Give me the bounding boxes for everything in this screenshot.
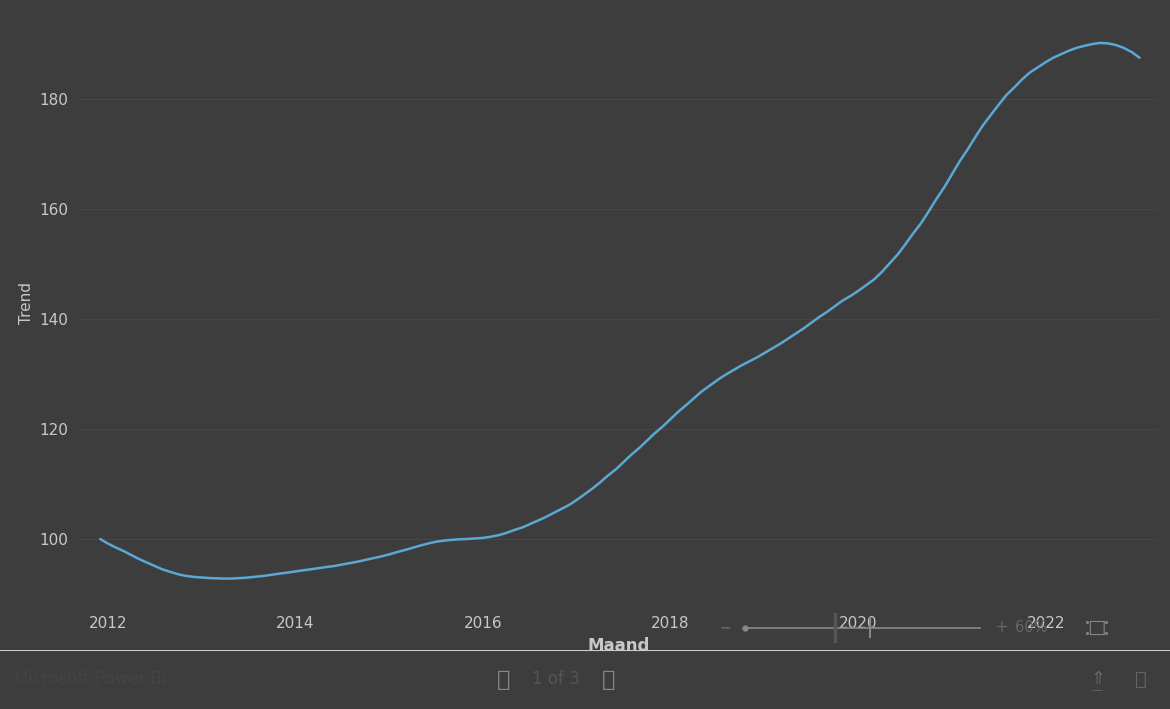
Text: −: − bbox=[720, 620, 731, 635]
Text: □: □ bbox=[1087, 618, 1106, 637]
Text: +: + bbox=[994, 618, 1009, 637]
Text: 〈: 〈 bbox=[496, 669, 510, 689]
Text: 60%: 60% bbox=[1014, 620, 1047, 635]
Text: —: — bbox=[1092, 685, 1103, 695]
Y-axis label: Trend: Trend bbox=[19, 281, 34, 323]
X-axis label: Maand: Maand bbox=[587, 637, 651, 654]
Text: 1 of 3: 1 of 3 bbox=[532, 671, 579, 688]
Text: ⤢: ⤢ bbox=[1135, 670, 1147, 689]
Text: ⇑: ⇑ bbox=[1090, 671, 1104, 688]
Text: 〉: 〉 bbox=[601, 669, 615, 689]
Text: Microsoft Power BI: Microsoft Power BI bbox=[14, 671, 167, 688]
